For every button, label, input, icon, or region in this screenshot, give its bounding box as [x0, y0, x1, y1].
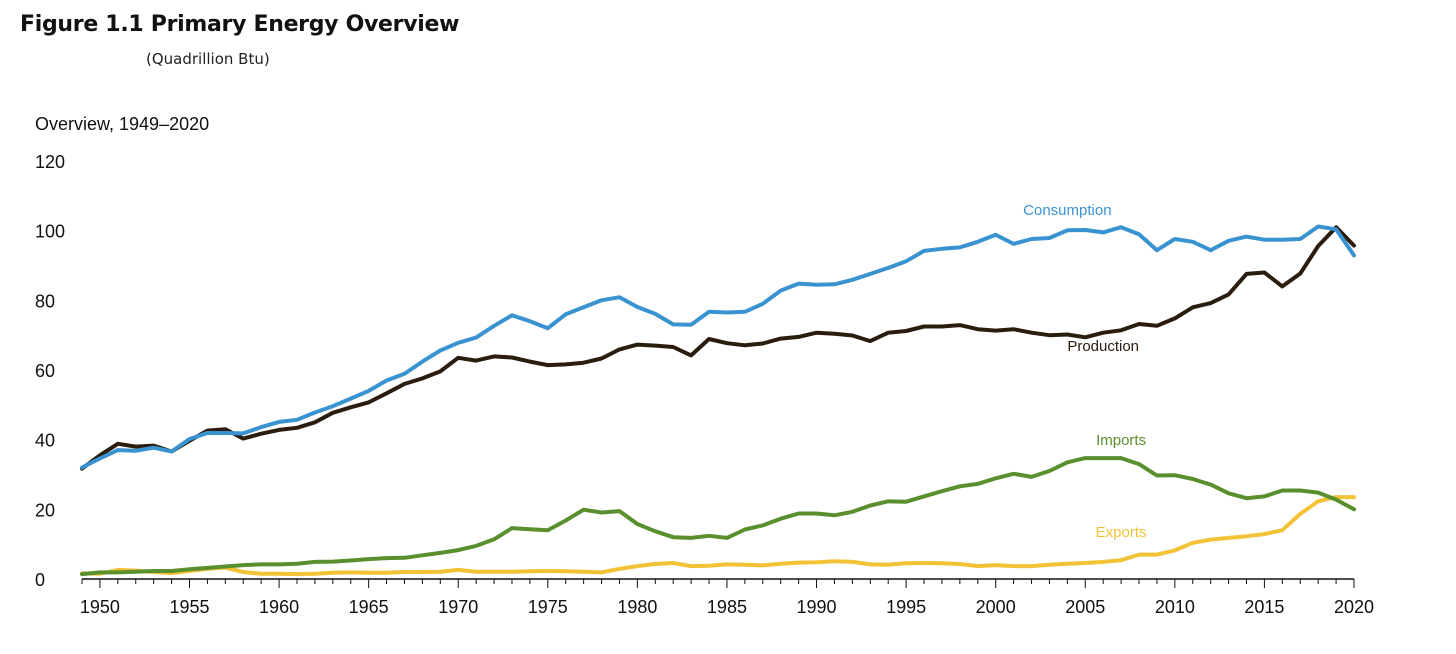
series-labels: Consumption Production Imports Exports	[1023, 202, 1146, 541]
y-tick-label: 20	[35, 500, 55, 520]
y-tick-label: 0	[35, 570, 45, 590]
x-tick-label: 1975	[528, 597, 568, 617]
series-lines	[80, 224, 1356, 577]
x-tick-label: 1965	[349, 597, 389, 617]
y-tick-label: 60	[35, 361, 55, 381]
y-axis: 0 20 40 60 80 100 120	[35, 152, 65, 590]
figure-title: Figure 1.1 Primary Energy Overview	[20, 12, 460, 37]
x-axis: 1950 1955 1960 1965 1970 1975 1980 1985 1990 1995…	[80, 578, 1374, 617]
chart-panel-title: Overview, 1949–2020	[35, 114, 209, 134]
x-tick-label: 1960	[259, 597, 299, 617]
x-tick-label: 1990	[797, 597, 837, 617]
x-tick-label: 2005	[1065, 597, 1105, 617]
x-tick-label: 1995	[886, 597, 926, 617]
y-tick-label: 40	[35, 431, 55, 451]
x-tick-label: 2015	[1244, 597, 1284, 617]
series-line-imports	[80, 456, 1356, 577]
figure-subtitle: (Quadrillion Btu)	[146, 50, 270, 68]
x-tick-label: 1985	[707, 597, 747, 617]
x-tick-label: 2020	[1334, 597, 1374, 617]
y-tick-label: 120	[35, 152, 65, 172]
x-tick-label: 1950	[80, 597, 120, 617]
x-tick-label: 1955	[169, 597, 209, 617]
series-label-consumption: Consumption	[1023, 202, 1111, 219]
series-label-imports: Imports	[1096, 432, 1146, 449]
x-tick-label: 1970	[438, 597, 478, 617]
y-tick-label: 80	[35, 291, 55, 311]
x-tick-label: 2010	[1155, 597, 1195, 617]
series-line-consumption	[80, 224, 1356, 470]
x-tick-label: 1980	[617, 597, 657, 617]
series-label-production: Production	[1067, 338, 1139, 355]
x-tick-label: 2000	[976, 597, 1016, 617]
series-line-production	[80, 225, 1356, 471]
y-tick-label: 100	[35, 222, 65, 242]
series-label-exports: Exports	[1096, 524, 1147, 541]
series-line-exports	[80, 495, 1356, 577]
